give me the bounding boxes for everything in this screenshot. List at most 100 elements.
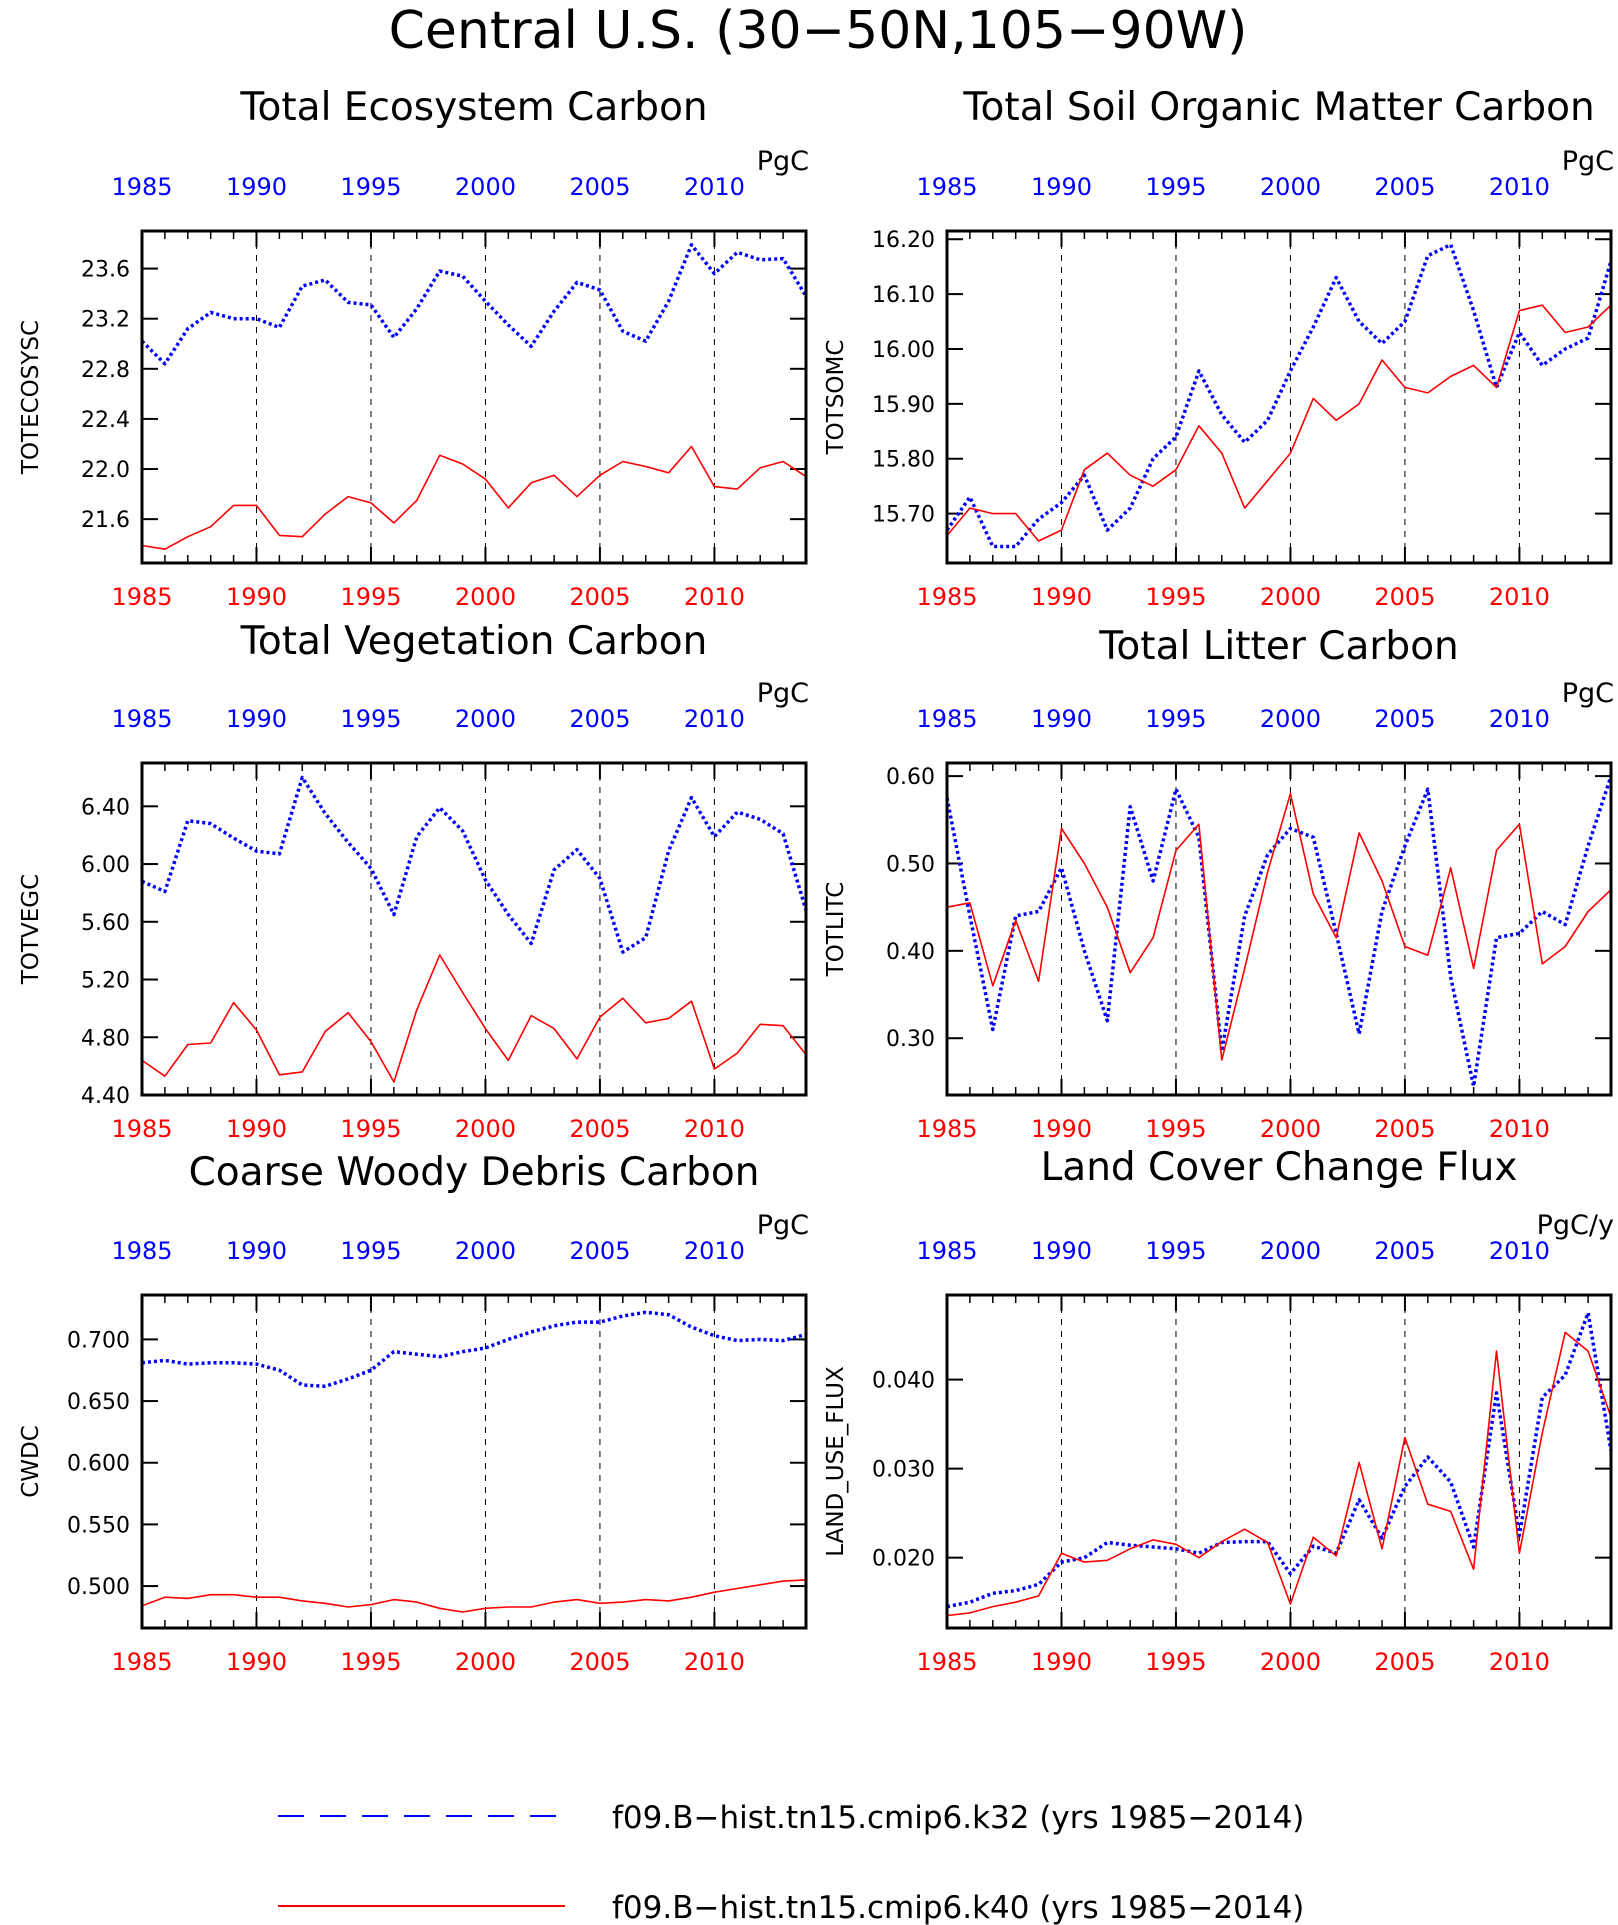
x-tick-label-bottom: 1985 [916, 1115, 977, 1143]
x-tick-label-top: 2005 [569, 1237, 630, 1265]
legend-label-k32: f09.B−hist.tn15.cmip6.k32 (yrs 1985−2014… [612, 1800, 1304, 1836]
x-tick-label-top: 1995 [340, 1237, 401, 1265]
x-tick-label-bottom: 2000 [1260, 583, 1321, 611]
x-tick-label-top: 2005 [569, 705, 630, 733]
y-tick-label: 21.6 [81, 508, 130, 533]
x-tick-label-bottom: 2010 [684, 583, 745, 611]
y-tick-label: 0.650 [67, 1390, 130, 1415]
panels: Total Ecosystem Carbon PgC TOTECOSYSC 1985 1… [18, 85, 1614, 1676]
series-line-k40 [141, 445, 807, 551]
x-tick-label-top: 2005 [1374, 705, 1435, 733]
x-tick-label-bottom: 2010 [1489, 583, 1550, 611]
y-tick-label: 15.90 [872, 393, 935, 418]
x-tick-label-top: 2005 [1374, 173, 1435, 201]
x-tick-label-bottom: 2010 [684, 1115, 745, 1143]
x-tick-label-bottom: 2005 [569, 1115, 630, 1143]
panel-1: Total Ecosystem Carbon PgC TOTECOSYSC 1985 1… [18, 85, 809, 611]
units-label: PgC [757, 146, 809, 177]
x-tick-label-top: 2000 [1260, 1237, 1321, 1265]
x-tick-label-bottom: 1995 [1145, 1648, 1206, 1676]
y-axis-label: LAND_USE_FLUX [823, 1366, 849, 1557]
x-tick-label-bottom: 2000 [455, 583, 516, 611]
y-tick-label: 4.80 [81, 1026, 130, 1051]
x-tick-label-top: 1995 [340, 705, 401, 733]
x-tick-label-bottom: 2005 [1374, 1648, 1435, 1676]
x-tick-label-bottom: 1995 [340, 1115, 401, 1143]
y-tick-label: 5.60 [81, 911, 130, 936]
x-tick-label-bottom: 1985 [111, 1115, 172, 1143]
panel-2: Total Soil Organic Matter Carbon PgC TOTSO… [823, 85, 1614, 611]
series-line-k32 [141, 775, 808, 954]
x-tick-label-top: 2005 [569, 173, 630, 201]
x-tick-label-top: 2000 [455, 173, 516, 201]
panel-5: Coarse Woody Debris Carbon PgC CWDC 1985 198… [18, 1150, 809, 1676]
y-axis-label: TOTSOMC [823, 340, 849, 456]
plot-frame [945, 229, 1613, 565]
units-label: PgC [757, 1210, 809, 1241]
panel-title: Total Ecosystem Carbon [239, 85, 707, 130]
series-line-k32 [945, 775, 1613, 1089]
y-axis-label: TOTVEGC [18, 874, 44, 985]
panel-title: Total Vegetation Carbon [240, 619, 708, 664]
x-tick-label-top: 2010 [1489, 1237, 1550, 1265]
series-line-k40 [946, 1331, 1612, 1617]
x-tick-label-top: 2000 [1260, 705, 1321, 733]
y-tick-label: 0.500 [67, 1575, 130, 1600]
series-line-k40 [141, 1579, 807, 1613]
plot-frame [945, 1293, 1613, 1630]
x-tick-label-top: 2000 [1260, 173, 1321, 201]
x-tick-label-top: 2010 [1489, 173, 1550, 201]
units-label: PgC [1562, 146, 1614, 177]
y-axis-label: CWDC [18, 1425, 44, 1498]
y-axis-label: TOTLITC [823, 882, 849, 978]
series-line-k32 [141, 1310, 807, 1389]
x-tick-label-bottom: 1990 [1031, 1648, 1092, 1676]
x-tick-label-bottom: 2000 [1260, 1648, 1321, 1676]
x-tick-label-top: 1985 [111, 1237, 172, 1265]
x-tick-label-bottom: 1995 [340, 1648, 401, 1676]
y-tick-label: 16.20 [872, 228, 935, 253]
x-tick-label-top: 1985 [916, 1237, 977, 1265]
series-line-k40 [141, 954, 807, 1083]
x-tick-label-bottom: 2005 [569, 1648, 630, 1676]
x-tick-label-bottom: 1985 [111, 1648, 172, 1676]
y-tick-label: 15.80 [872, 448, 935, 473]
x-tick-label-bottom: 1985 [916, 1648, 977, 1676]
x-tick-label-top: 1990 [1031, 173, 1092, 201]
y-tick-label: 0.600 [67, 1452, 130, 1477]
panel-4: Total Litter Carbon PgC TOTLITC 1985 1985 199… [823, 624, 1614, 1143]
y-tick-label: 0.550 [67, 1513, 130, 1538]
y-tick-label: 0.50 [886, 852, 935, 877]
y-tick-label: 0.700 [67, 1328, 130, 1353]
x-tick-label-top: 1990 [226, 705, 287, 733]
x-tick-label-top: 2000 [455, 705, 516, 733]
series-line-k40 [946, 304, 1612, 542]
y-tick-label: 0.040 [872, 1369, 935, 1394]
x-tick-label-top: 1990 [1031, 1237, 1092, 1265]
x-tick-label-bottom: 2005 [1374, 583, 1435, 611]
y-tick-label: 6.00 [81, 853, 130, 878]
x-tick-label-bottom: 1995 [1145, 583, 1206, 611]
x-tick-label-bottom: 2010 [1489, 1115, 1550, 1143]
x-tick-label-top: 2010 [684, 173, 745, 201]
x-tick-label-bottom: 1995 [340, 583, 401, 611]
x-tick-label-top: 2010 [684, 705, 745, 733]
x-tick-label-bottom: 1985 [916, 583, 977, 611]
series-line-k32 [946, 1311, 1613, 1609]
series-line-k32 [140, 243, 808, 366]
y-tick-label: 23.6 [81, 258, 130, 283]
plot-frame [140, 1293, 808, 1630]
y-tick-label: 0.030 [872, 1458, 935, 1483]
panel-title: Total Soil Organic Matter Carbon [962, 85, 1594, 130]
x-tick-label-bottom: 1990 [226, 1115, 287, 1143]
plot-frame [140, 761, 808, 1097]
x-tick-label-bottom: 1990 [1031, 583, 1092, 611]
plot-frame [945, 761, 1613, 1097]
y-tick-label: 6.40 [81, 795, 130, 820]
x-tick-label-bottom: 2005 [569, 583, 630, 611]
series-line-k32 [945, 242, 1613, 549]
y-tick-label: 0.40 [886, 940, 935, 965]
x-tick-label-bottom: 2000 [455, 1115, 516, 1143]
units-label: PgC [1562, 678, 1614, 709]
